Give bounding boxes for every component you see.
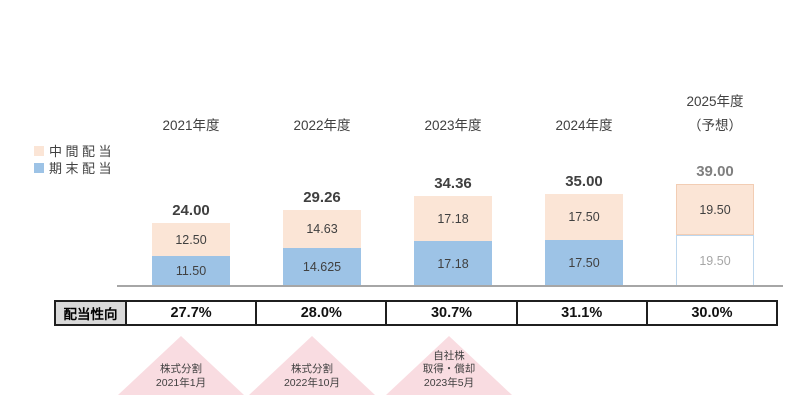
- payout-ratio-cell-2025: 30.0%: [645, 302, 776, 324]
- category-label-2025-line1: 2025年度: [686, 94, 744, 109]
- final-segment-label: 17.18: [437, 256, 469, 271]
- final-segment: 17.50: [545, 240, 623, 286]
- legend: 中間配当 期末配当: [34, 142, 115, 176]
- category-label-2021: 2021年度: [162, 118, 220, 133]
- interim-segment-label: 12.50: [175, 232, 207, 247]
- bar-total-label: 34.36: [434, 175, 472, 192]
- bar-total-label: 35.00: [565, 173, 603, 190]
- final-segment-label: 14.625: [302, 260, 342, 274]
- bar-2023: 34.36 17.18 17.18: [414, 175, 492, 286]
- category-label-2025: 2025年度 （予想）: [650, 90, 780, 138]
- final-segment: 11.50: [152, 256, 230, 286]
- annotation-buyback-2023: 自社株 取得・償却 2023年5月: [386, 336, 512, 395]
- interim-segment-label: 17.50: [568, 210, 600, 224]
- interim-segment-label: 14.63: [306, 222, 338, 236]
- final-segment-forecast: 19.50: [676, 235, 754, 286]
- legend-label-final: 期末配当: [49, 161, 116, 176]
- category-label-2025-line2: （予想）: [688, 118, 742, 133]
- annotation-stock-split-2021: 株式分割 2021年1月: [118, 336, 244, 395]
- legend-item-interim: 中間配当: [34, 142, 115, 159]
- legend-label-interim: 中間配当: [49, 144, 116, 159]
- annotation-line: 2021年1月: [155, 376, 207, 389]
- category-label-2024: 2024年度: [555, 118, 613, 133]
- bar-2022: 29.26 14.63 14.625: [283, 189, 361, 286]
- payout-ratio-cell-2024: 31.1%: [515, 302, 646, 324]
- interim-segment-label: 19.50: [699, 202, 731, 217]
- final-segment-label: 17.50: [568, 256, 600, 270]
- annotation-line: 2023年5月: [423, 376, 475, 389]
- final-segment-label: 19.50: [699, 253, 731, 268]
- interim-segment-forecast: 19.50: [676, 184, 754, 235]
- interim-segment: 17.18: [414, 196, 492, 241]
- annotation-stock-split-2022: 株式分割 2022年10月: [249, 336, 375, 395]
- category-label-2022: 2022年度: [293, 118, 351, 133]
- bar-total-label: 24.00: [172, 202, 210, 219]
- annotation-line: 株式分割: [291, 363, 333, 375]
- x-axis-line: [117, 285, 783, 287]
- bar-2021: 24.00 12.50 11.50: [152, 202, 230, 286]
- interim-segment: 12.50: [152, 223, 230, 256]
- payout-ratio-header: 配当性向: [56, 302, 125, 324]
- bar-total-label: 39.00: [696, 163, 734, 180]
- final-segment-label: 11.50: [175, 264, 207, 278]
- annotation-line: 株式分割: [160, 363, 202, 375]
- legend-item-final: 期末配当: [34, 159, 115, 176]
- bar-2024: 35.00 17.50 17.50: [545, 173, 623, 286]
- bar-total-label: 29.26: [303, 189, 341, 206]
- payout-ratio-cell-2022: 28.0%: [255, 302, 385, 324]
- annotation-line: 自社株: [433, 349, 465, 362]
- payout-ratio-cell-2023: 30.7%: [385, 302, 515, 324]
- annotation-line: 取得・償却: [422, 363, 476, 375]
- interim-segment: 14.63: [283, 210, 361, 248]
- payout-ratio-table: 配当性向 27.7% 28.0% 30.7% 31.1% 30.0%: [54, 300, 778, 326]
- interim-dividend-swatch-icon: [34, 145, 44, 156]
- final-segment: 17.18: [414, 241, 492, 286]
- interim-segment-label: 17.18: [437, 211, 469, 226]
- final-segment: 14.625: [283, 248, 361, 286]
- bar-2025-forecast: 39.00 19.50 19.50: [676, 163, 754, 286]
- annotation-line: 2022年10月: [283, 376, 341, 389]
- final-dividend-swatch-icon: [34, 162, 44, 173]
- interim-segment: 17.50: [545, 194, 623, 240]
- category-label-2023: 2023年度: [424, 118, 482, 133]
- payout-ratio-cell-2021: 27.7%: [125, 302, 255, 324]
